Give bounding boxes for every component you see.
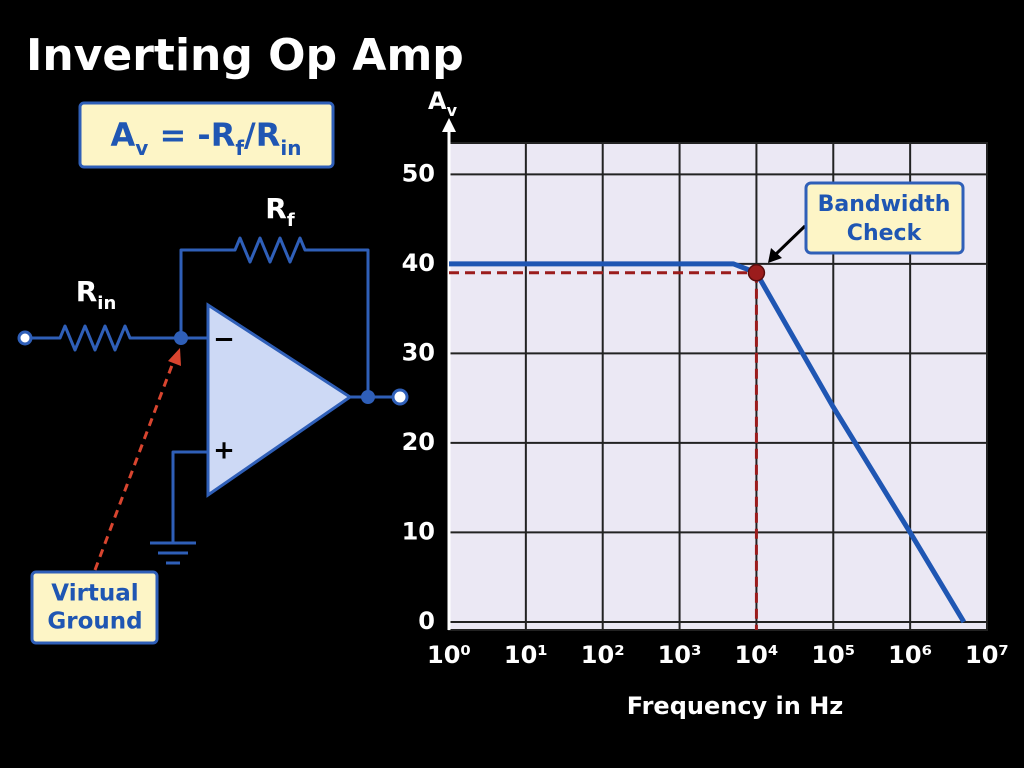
y-axis-label: Av <box>428 87 458 120</box>
callout-arrow <box>773 224 807 257</box>
input-resistor <box>31 324 208 352</box>
subscript: f <box>235 136 244 160</box>
chart: 10⁰ 10¹ 10² 10³ 10⁴ 10⁵ 10⁶ 10⁷ 0 10 20 30 40 50 Av Fre… <box>402 87 1009 720</box>
minus-sign: − <box>213 325 235 355</box>
callout-arrowhead <box>768 248 782 263</box>
subscript: f <box>287 210 295 231</box>
output-terminal <box>391 388 409 406</box>
x-tick-label: 10³ <box>658 641 702 669</box>
text-part: R <box>265 192 287 225</box>
subscript: v <box>135 136 148 160</box>
x-tick-label: 10² <box>581 641 625 669</box>
text-part: A <box>428 87 447 115</box>
note-text: Virtual <box>51 581 138 607</box>
text-part: /R <box>244 116 280 154</box>
formula: Av = -Rf/Rin <box>111 116 302 160</box>
note-arrowhead <box>168 348 181 366</box>
note-arrow <box>93 359 176 571</box>
callout-text: Check <box>847 221 923 246</box>
y-tick-label: 20 <box>402 428 435 456</box>
y-tick-label: 10 <box>402 517 435 545</box>
x-tick-label: 10⁵ <box>811 641 855 669</box>
title: Inverting Op Amp <box>26 30 464 81</box>
node <box>174 331 188 345</box>
x-tick-label: 10⁷ <box>965 641 1009 669</box>
op-amp <box>206 302 353 498</box>
x-tick-label: 10¹ <box>504 641 548 669</box>
x-tick-label: 10⁶ <box>888 641 932 669</box>
ground <box>150 450 208 565</box>
rin-label: Rin <box>76 275 117 314</box>
y-tick-label: 50 <box>402 159 435 187</box>
y-tick-label: 30 <box>402 338 435 366</box>
text-part: = -R <box>148 116 235 154</box>
rf-label: Rf <box>265 192 295 231</box>
circuit: − + Rf Rin Virtual Ground <box>17 192 409 645</box>
note-box <box>30 570 159 645</box>
x-axis-label: Frequency in Hz <box>627 692 844 720</box>
text-part: A <box>111 116 136 154</box>
annotation-point <box>747 264 766 282</box>
x-tick-label: 10⁴ <box>734 641 778 669</box>
node <box>361 390 375 404</box>
subscript: in <box>97 293 116 314</box>
formula-box <box>78 101 335 169</box>
note-text: Ground <box>47 609 142 635</box>
input-terminal <box>17 330 33 346</box>
plus-sign: + <box>213 436 235 466</box>
callout-text: Bandwidth <box>818 192 951 217</box>
text-part: R <box>76 275 98 308</box>
subscript: in <box>280 136 301 160</box>
y-axis-arrow <box>442 118 456 132</box>
subscript: v <box>447 101 458 120</box>
feedback-resistor <box>179 236 370 397</box>
x-tick-label: 10⁰ <box>427 641 471 669</box>
y-tick-label: 0 <box>418 607 435 635</box>
callout-box <box>804 181 965 255</box>
y-tick-label: 40 <box>402 249 435 277</box>
